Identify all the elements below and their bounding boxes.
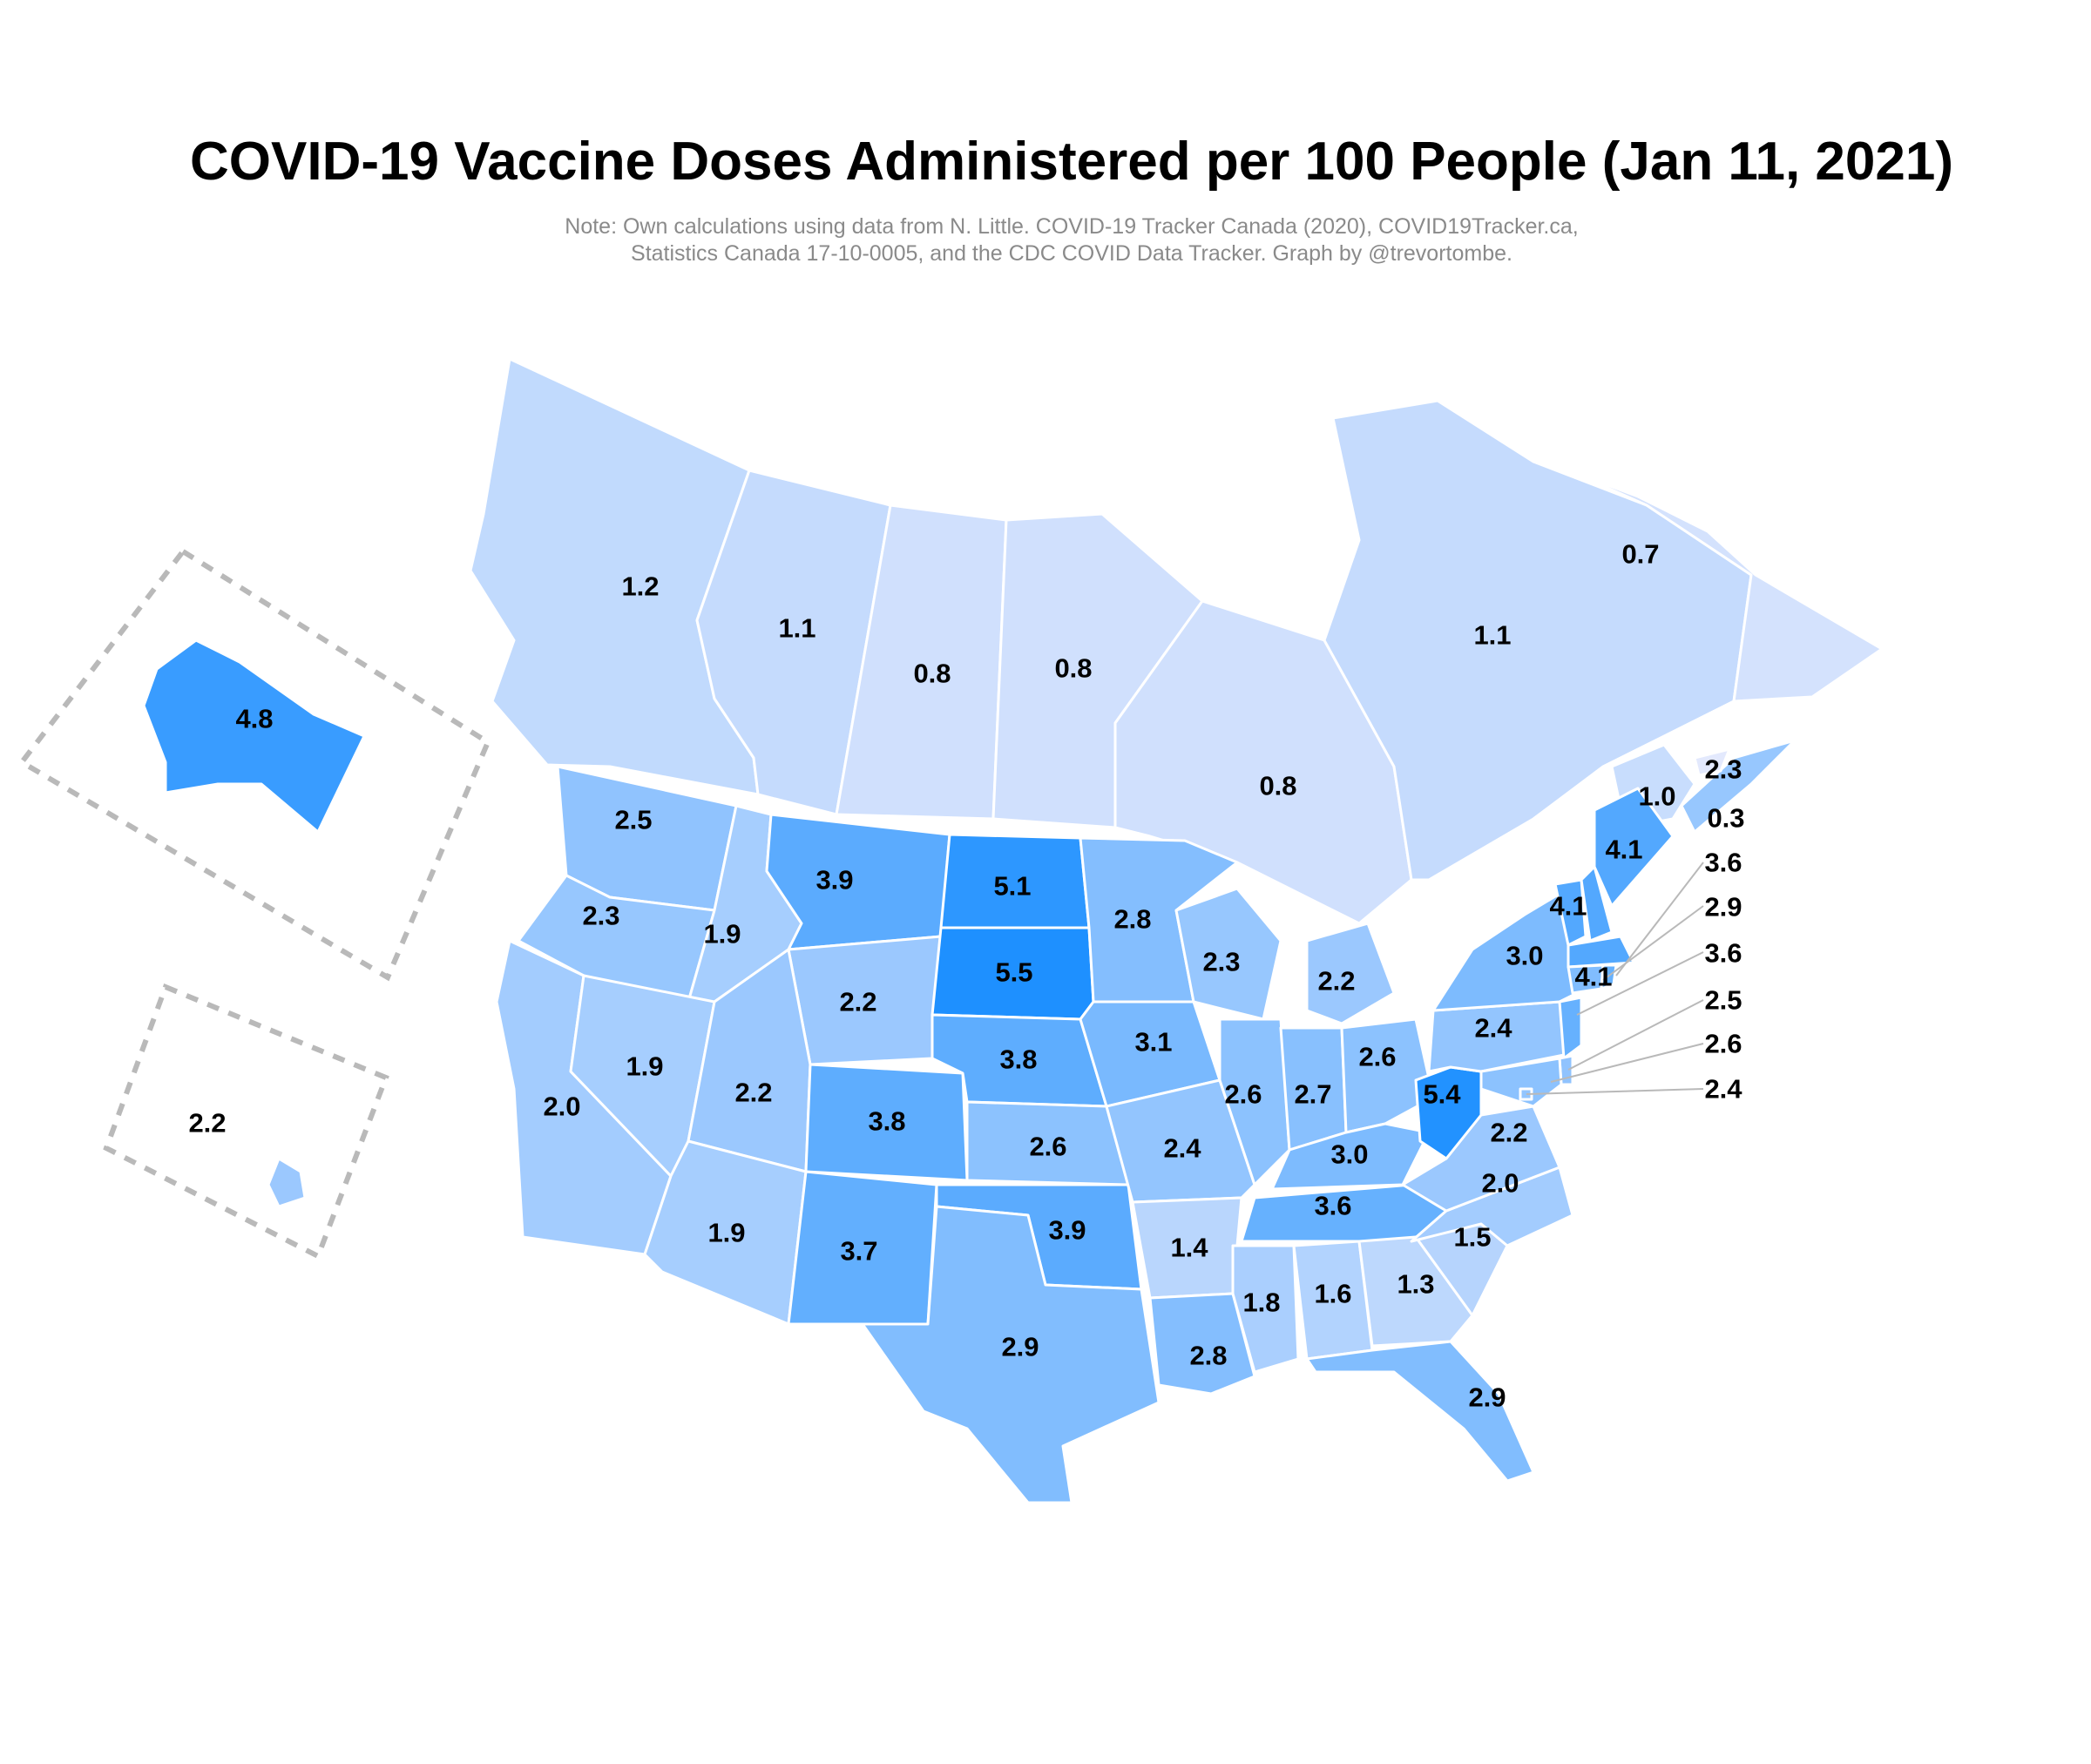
value-label-la: 2.8 xyxy=(1189,1341,1227,1371)
note-line-2: Statistics Canada 17-10-0005, and the CD… xyxy=(631,241,1512,266)
value-label-al: 1.6 xyxy=(1314,1279,1351,1309)
value-label-ne: 3.8 xyxy=(999,1044,1037,1075)
value-label-ct: 2.9 xyxy=(1704,892,1742,923)
region-hi xyxy=(267,1157,307,1208)
value-label-mb: 0.8 xyxy=(1054,653,1092,684)
value-label-tn: 3.6 xyxy=(1314,1191,1351,1221)
alaska-inset-frame xyxy=(17,548,491,982)
leader-line-md xyxy=(1550,1043,1704,1083)
region-ri xyxy=(1600,963,1618,990)
value-label-vt: 4.1 xyxy=(1549,891,1587,922)
leader-line-ri xyxy=(1615,862,1704,977)
region-mi xyxy=(1305,922,1396,1025)
value-label-ar: 1.4 xyxy=(1170,1233,1208,1263)
value-label-on: 0.8 xyxy=(1259,771,1296,801)
region-fl xyxy=(1305,1340,1535,1483)
value-label-md: 2.6 xyxy=(1704,1029,1742,1059)
value-label-nv: 1.9 xyxy=(626,1051,663,1082)
value-label-tx: 2.9 xyxy=(1001,1332,1039,1362)
value-label-va: 2.2 xyxy=(1490,1118,1527,1148)
region-il xyxy=(1218,1017,1291,1186)
leader-line-ct xyxy=(1602,905,1704,981)
region-ga xyxy=(1357,1235,1474,1348)
region-dc xyxy=(1519,1087,1533,1101)
value-label-nj: 3.6 xyxy=(1704,938,1742,969)
region-la xyxy=(1148,1292,1256,1396)
value-label-ca: 2.0 xyxy=(543,1092,580,1122)
region-ns xyxy=(1680,739,1797,834)
region-ak xyxy=(142,639,366,834)
region-oh xyxy=(1340,1017,1435,1134)
value-label-ny: 3.0 xyxy=(1506,941,1543,971)
value-label-id: 1.9 xyxy=(703,919,741,950)
value-label-mi: 2.2 xyxy=(1317,966,1355,997)
value-label-ab: 1.1 xyxy=(778,613,815,644)
value-label-pe: 0.3 xyxy=(1707,803,1744,834)
value-label-wi: 2.3 xyxy=(1202,947,1240,977)
map-title: COVID-19 Vaccine Doses Administered per … xyxy=(190,132,1953,192)
region-ma xyxy=(1567,935,1635,969)
leader-line-de xyxy=(1567,999,1704,1071)
value-label-wa: 2.5 xyxy=(614,805,652,835)
region-nh xyxy=(1580,865,1614,943)
value-label-ks: 2.6 xyxy=(1029,1132,1066,1162)
value-label-ak: 4.8 xyxy=(235,704,273,734)
value-label-mt: 3.9 xyxy=(815,865,853,896)
value-label-qc: 1.1 xyxy=(1473,620,1511,651)
value-label-bc: 1.2 xyxy=(621,571,659,602)
value-label-mo: 2.4 xyxy=(1163,1133,1201,1164)
value-label-nb: 1.0 xyxy=(1638,781,1675,812)
region-tx xyxy=(861,1205,1161,1504)
region-qc xyxy=(1323,399,1753,882)
region-nj xyxy=(1558,996,1583,1060)
value-label-nl: 0.7 xyxy=(1621,539,1659,570)
value-label-co: 3.8 xyxy=(868,1106,905,1137)
value-label-de: 2.5 xyxy=(1704,985,1742,1016)
value-label-dc: 2.4 xyxy=(1704,1074,1742,1105)
region-nl xyxy=(1567,469,1884,703)
value-label-sk: 0.8 xyxy=(913,659,951,689)
value-label-ok: 3.9 xyxy=(1048,1215,1086,1246)
value-label-wy: 2.2 xyxy=(839,987,876,1017)
region-mo xyxy=(1105,1078,1256,1204)
value-label-az: 1.9 xyxy=(707,1218,745,1248)
value-label-sd: 5.5 xyxy=(995,957,1032,988)
value-label-il: 2.6 xyxy=(1224,1079,1262,1110)
region-pe xyxy=(1693,747,1731,777)
value-label-ky: 3.0 xyxy=(1330,1139,1368,1170)
value-label-ms: 1.8 xyxy=(1242,1288,1280,1318)
region-wi xyxy=(1174,887,1282,1021)
value-label-ut: 2.2 xyxy=(734,1078,772,1108)
value-label-wv: 5.4 xyxy=(1423,1079,1461,1110)
value-label-hi: 2.2 xyxy=(188,1108,226,1139)
value-label-sc: 1.5 xyxy=(1453,1222,1491,1253)
value-label-in: 2.7 xyxy=(1294,1079,1331,1110)
region-ms xyxy=(1231,1244,1300,1374)
value-label-me: 4.1 xyxy=(1605,835,1642,865)
value-label-ns: 2.3 xyxy=(1704,754,1742,785)
value-label-nh: 4.1 xyxy=(1574,962,1612,992)
value-label-nd: 5.1 xyxy=(993,871,1031,902)
map-note: Note: Own calculations using data from N… xyxy=(0,213,2091,267)
region-me xyxy=(1593,787,1675,908)
hawaii-inset-frame xyxy=(103,983,389,1260)
value-label-oh: 2.6 xyxy=(1358,1042,1396,1072)
value-label-mn: 2.8 xyxy=(1113,904,1151,935)
value-label-ia: 3.1 xyxy=(1134,1027,1172,1058)
value-label-nc: 2.0 xyxy=(1481,1168,1519,1199)
value-label-nm: 3.7 xyxy=(840,1236,877,1267)
value-label-fl: 2.9 xyxy=(1468,1382,1506,1413)
value-label-ga: 1.3 xyxy=(1397,1269,1434,1300)
region-vt xyxy=(1553,878,1587,947)
value-label-ri: 3.6 xyxy=(1704,848,1742,878)
value-label-pa: 2.4 xyxy=(1474,1013,1512,1044)
leader-line-dc xyxy=(1526,1088,1704,1095)
note-line-1: Note: Own calculations using data from N… xyxy=(565,214,1579,239)
leader-line-nj-a xyxy=(1576,951,1704,1016)
value-label-or: 2.3 xyxy=(582,901,619,931)
